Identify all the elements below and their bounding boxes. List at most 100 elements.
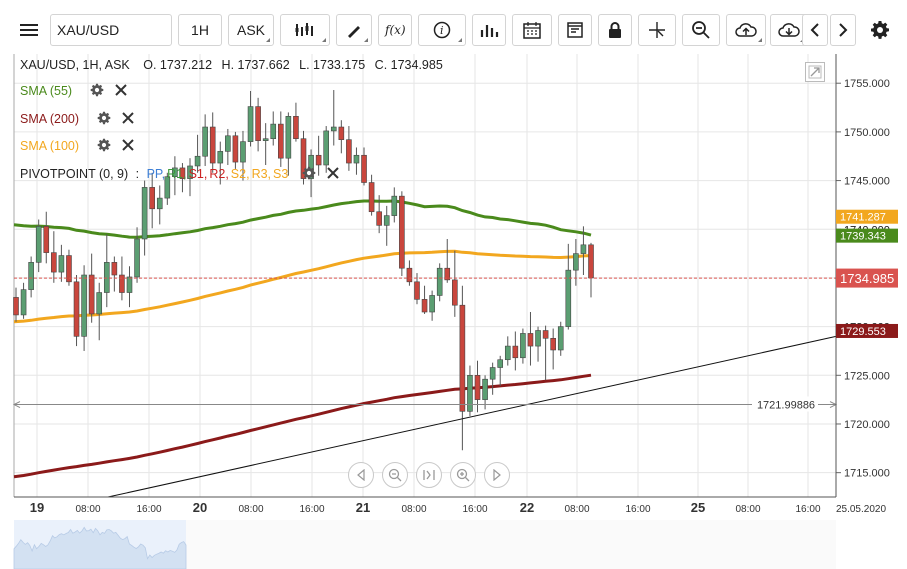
settings-button[interactable]: [866, 14, 894, 46]
zoom-in-button[interactable]: [450, 462, 476, 488]
candle-body: [126, 276, 133, 293]
fit-icon: [423, 470, 435, 480]
draw-tools-button[interactable]: [336, 14, 372, 46]
crosshair-button[interactable]: [638, 14, 676, 46]
candle-body: [330, 126, 337, 132]
close-value: C. 1734.985: [374, 58, 443, 72]
y-tick-label: 1720.000: [844, 419, 890, 431]
candlestick-icon: [295, 23, 313, 36]
toolbar: 1H ASK f(x) i: [0, 0, 907, 50]
zoom-button[interactable]: [682, 14, 720, 46]
candle-body: [247, 106, 254, 142]
x-tick-label: 16:00: [795, 504, 820, 515]
candle-body: [51, 252, 57, 273]
price-type-button[interactable]: ASK: [228, 14, 274, 46]
x-tick-label: 21: [356, 500, 370, 515]
zoom-out-icon: [388, 468, 402, 482]
candle-body: [35, 226, 42, 263]
volume-button[interactable]: [472, 14, 506, 46]
close-icon[interactable]: [122, 139, 134, 154]
upload-button[interactable]: [726, 14, 766, 46]
chart-type-button[interactable]: [280, 14, 330, 46]
candle-body: [172, 167, 178, 177]
h-line-arrow-left: [12, 401, 21, 408]
candle-body: [361, 154, 367, 183]
navigator: [13, 520, 836, 569]
sma-lines: [13, 199, 592, 479]
candle-body: [20, 289, 27, 316]
x-tick-label: 16:00: [625, 504, 650, 515]
menu-button[interactable]: [14, 14, 44, 46]
x-tick-label: 16:00: [136, 504, 161, 515]
legend-pivot-label: PIVOTPOINT (0, 9): [20, 166, 129, 181]
sma-100-line: [13, 249, 592, 324]
gear-icon[interactable]: [97, 111, 111, 128]
triangle-right-icon: [493, 469, 501, 481]
interval-button[interactable]: 1H: [178, 14, 222, 46]
candle-body: [285, 116, 292, 159]
zoom-in-icon: [456, 468, 470, 482]
symbol-input[interactable]: [50, 14, 172, 46]
candle-body: [444, 267, 451, 281]
candle-body: [88, 274, 95, 315]
gear-icon[interactable]: [302, 166, 316, 183]
candle-body: [134, 238, 140, 278]
x-tick-label: 22: [520, 500, 534, 515]
scroll-right-button[interactable]: [484, 462, 510, 488]
candle-body: [278, 123, 284, 159]
lock-button[interactable]: [598, 14, 632, 46]
candle-body: [96, 292, 103, 315]
candle-body: [421, 299, 428, 313]
close-icon[interactable]: [122, 112, 134, 127]
x-tick-label: 19: [30, 500, 44, 515]
scroll-left-button[interactable]: [348, 462, 374, 488]
candle-body: [81, 274, 87, 337]
plot-area: [14, 54, 836, 497]
candle-body: [452, 279, 458, 306]
candle-body: [346, 139, 352, 164]
candle-body: [73, 281, 80, 337]
x-tick-label: 25.05.2020: [836, 504, 886, 515]
candle-body: [512, 345, 519, 359]
calendar-button[interactable]: [512, 14, 552, 46]
sma-55-line: [13, 199, 592, 239]
gear-icon[interactable]: [90, 83, 104, 100]
cloud-download-icon: [778, 23, 800, 37]
candle-body: [225, 135, 231, 152]
close-icon[interactable]: [115, 84, 127, 99]
function-icon: f(x): [384, 23, 406, 37]
candle-body: [209, 126, 216, 164]
candle-body: [520, 333, 526, 359]
download-button[interactable]: [770, 14, 808, 46]
reset-zoom-button[interactable]: [416, 462, 442, 488]
pivot-part-6: S3: [273, 166, 289, 181]
undo-button[interactable]: [802, 14, 828, 46]
candle-body: [414, 281, 420, 300]
info-button[interactable]: i: [418, 14, 466, 46]
pivot-part-2: S1,: [188, 166, 208, 181]
indicators-button[interactable]: f(x): [378, 14, 412, 46]
candle-body: [156, 197, 163, 210]
sma-55-price-label: 1739.343: [840, 231, 886, 243]
candle-body: [474, 374, 481, 400]
candle-body: [497, 359, 504, 368]
zoom-out-button[interactable]: [382, 462, 408, 488]
candle-body: [323, 130, 329, 166]
template-button[interactable]: [558, 14, 592, 46]
legend-sma-200: SMA (200): [20, 111, 134, 128]
chevron-left-icon: [810, 23, 819, 37]
candle-body: [66, 255, 72, 283]
candle-body: [557, 326, 564, 351]
redo-button[interactable]: [830, 14, 856, 46]
sma-200-price-label: 1729.553: [840, 326, 886, 338]
candle-body: [119, 274, 125, 293]
maximize-button[interactable]: [805, 62, 825, 82]
candle-body: [535, 330, 541, 347]
x-tick-label: 16:00: [462, 504, 487, 515]
gear-icon[interactable]: [97, 138, 111, 155]
candle-body: [459, 304, 466, 412]
close-icon[interactable]: [327, 167, 339, 182]
sma-100-price-label-bg: [836, 209, 898, 224]
last-price-label-bg: [836, 268, 898, 288]
